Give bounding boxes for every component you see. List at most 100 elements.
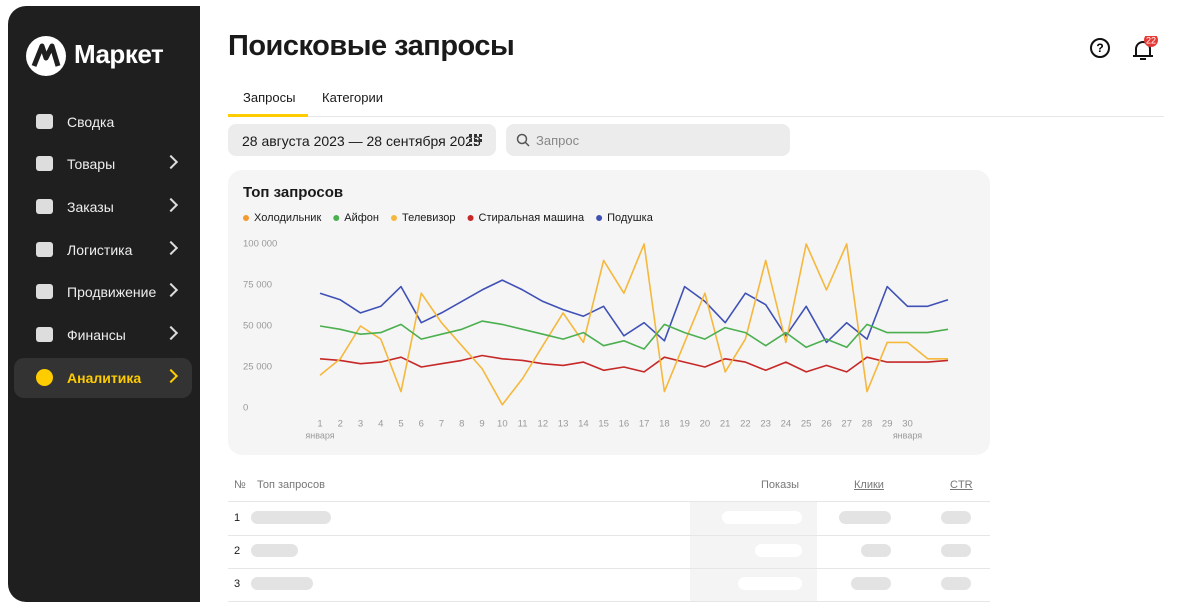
x-tick-label: 10: [497, 419, 508, 430]
legend-label: Холодильник: [254, 212, 321, 224]
tab-divider: [228, 116, 1164, 117]
tab-indicator: [228, 114, 308, 117]
tab-active[interactable]: Запросы: [243, 90, 296, 105]
logo-mark: [31, 43, 61, 67]
date-picker[interactable]: 28 августа 2023 — 28 сентября 2023: [228, 124, 496, 156]
x-tick-label: 7: [439, 419, 444, 430]
skeleton: [861, 544, 891, 557]
skeleton: [251, 511, 331, 524]
search-icon: [516, 133, 530, 147]
x-tick-label: 20: [700, 419, 711, 430]
x-tick-label: 25: [801, 419, 812, 430]
y-tick-label: 25 000: [243, 362, 272, 373]
x-tick-label: 30: [902, 419, 913, 430]
y-tick-label: 100 000: [243, 239, 277, 250]
x-tick-label: 17: [639, 419, 650, 430]
search-input[interactable]: Запрос: [506, 124, 790, 156]
table-header[interactable]: Показы: [761, 479, 800, 491]
nav-label: Продвижение: [67, 284, 157, 300]
row-number: 1: [234, 512, 241, 524]
nav-label: Аналитика: [67, 370, 142, 386]
nav-item[interactable]: Продвижение: [14, 272, 192, 312]
table-header[interactable]: Клики: [854, 479, 884, 491]
skeleton: [722, 511, 802, 524]
x-tick-label: 2: [338, 419, 343, 430]
skeleton: [851, 577, 891, 590]
legend-swatch: [243, 215, 249, 221]
nav-label: Сводка: [67, 114, 115, 130]
row-divider: [228, 501, 990, 502]
x-tick-label: 4: [378, 419, 383, 430]
legend-swatch: [333, 215, 340, 221]
nav-item[interactable]: Сводка: [14, 102, 192, 142]
series-line: [319, 354, 949, 373]
row-number: 3: [234, 578, 241, 590]
help-icon[interactable]: [1090, 38, 1110, 58]
legend-swatch: [596, 215, 603, 221]
x-tick-label: 27: [841, 419, 852, 430]
sidebar: Маркет Сводка Товары Заказы Логистика Пр…: [8, 6, 200, 602]
x-tick-label: 24: [781, 419, 792, 430]
nav-item[interactable]: Товары: [14, 144, 192, 184]
x-tick-label: 13: [558, 419, 569, 430]
x-tick-label: 12: [538, 419, 549, 430]
table-header[interactable]: CTR: [950, 479, 973, 491]
legend-label: Подушка: [607, 212, 654, 224]
x-tick-label: 15: [598, 419, 609, 430]
y-tick-label: 0: [243, 403, 248, 414]
series-line: [319, 279, 949, 344]
skeleton: [755, 544, 802, 557]
logo-text[interactable]: Маркет: [74, 39, 164, 69]
y-tick-label: 50 000: [243, 321, 272, 332]
legend-swatch: [391, 215, 397, 221]
nav-item-active[interactable]: Аналитика: [14, 358, 192, 398]
legend-swatch: [467, 215, 474, 221]
skeleton: [941, 511, 971, 524]
x-tick-label: 8: [459, 419, 464, 430]
x-tick-label: 19: [679, 419, 690, 430]
skeleton: [738, 577, 802, 590]
x-tick-sublabel: января: [893, 430, 922, 440]
date-range: 28 августа 2023 — 28 сентября 2023: [242, 133, 481, 149]
nav-item[interactable]: Заказы: [14, 187, 192, 227]
skeleton: [251, 544, 298, 557]
nav-label: Товары: [67, 156, 116, 172]
nav-item[interactable]: Финансы: [14, 315, 192, 355]
nav-item[interactable]: Логистика: [14, 230, 192, 270]
x-tick-label: 18: [659, 419, 670, 430]
x-tick-label: 11: [518, 419, 528, 430]
legend-label: Стиральная машина: [479, 212, 585, 224]
nav-label: Финансы: [67, 327, 126, 343]
tab[interactable]: Категории: [322, 90, 383, 105]
x-tick-label: 3: [358, 419, 363, 430]
nav-label: Логистика: [67, 242, 133, 258]
x-tick-label: 21: [720, 419, 731, 430]
x-tick-label: 5: [398, 419, 403, 430]
chart-card: Топ запросов Холодильник Айфон Телевизор Ст…: [228, 170, 990, 455]
chart-title: Топ запросов: [243, 184, 343, 201]
chart: Топ запросов Холодильник Айфон Телевизор Ст…: [243, 184, 949, 440]
logo-icon: [26, 36, 66, 76]
row-divider: [228, 535, 990, 536]
x-tick-label: 6: [419, 419, 424, 430]
bell-icon[interactable]: [1133, 41, 1153, 60]
table-header: №: [234, 479, 246, 491]
series-line: [319, 243, 948, 406]
x-tick-label: 29: [882, 419, 893, 430]
x-tick-label: 28: [862, 419, 873, 430]
page-title: Поисковые запросы: [228, 30, 515, 62]
legend-label: Телевизор: [402, 212, 456, 224]
skeleton: [941, 577, 971, 590]
search-placeholder: Запрос: [536, 133, 580, 148]
badge-count: 22: [1146, 36, 1156, 45]
skeleton: [251, 577, 313, 590]
series-line: [319, 320, 949, 350]
skeleton: [941, 544, 971, 557]
x-tick-label: 9: [479, 419, 484, 430]
row-divider: [228, 601, 990, 602]
x-tick-label: 16: [619, 419, 630, 430]
x-tick-label: 22: [740, 419, 751, 430]
legend-label: Айфон: [344, 212, 379, 224]
y-tick-label: 75 000: [243, 280, 272, 291]
